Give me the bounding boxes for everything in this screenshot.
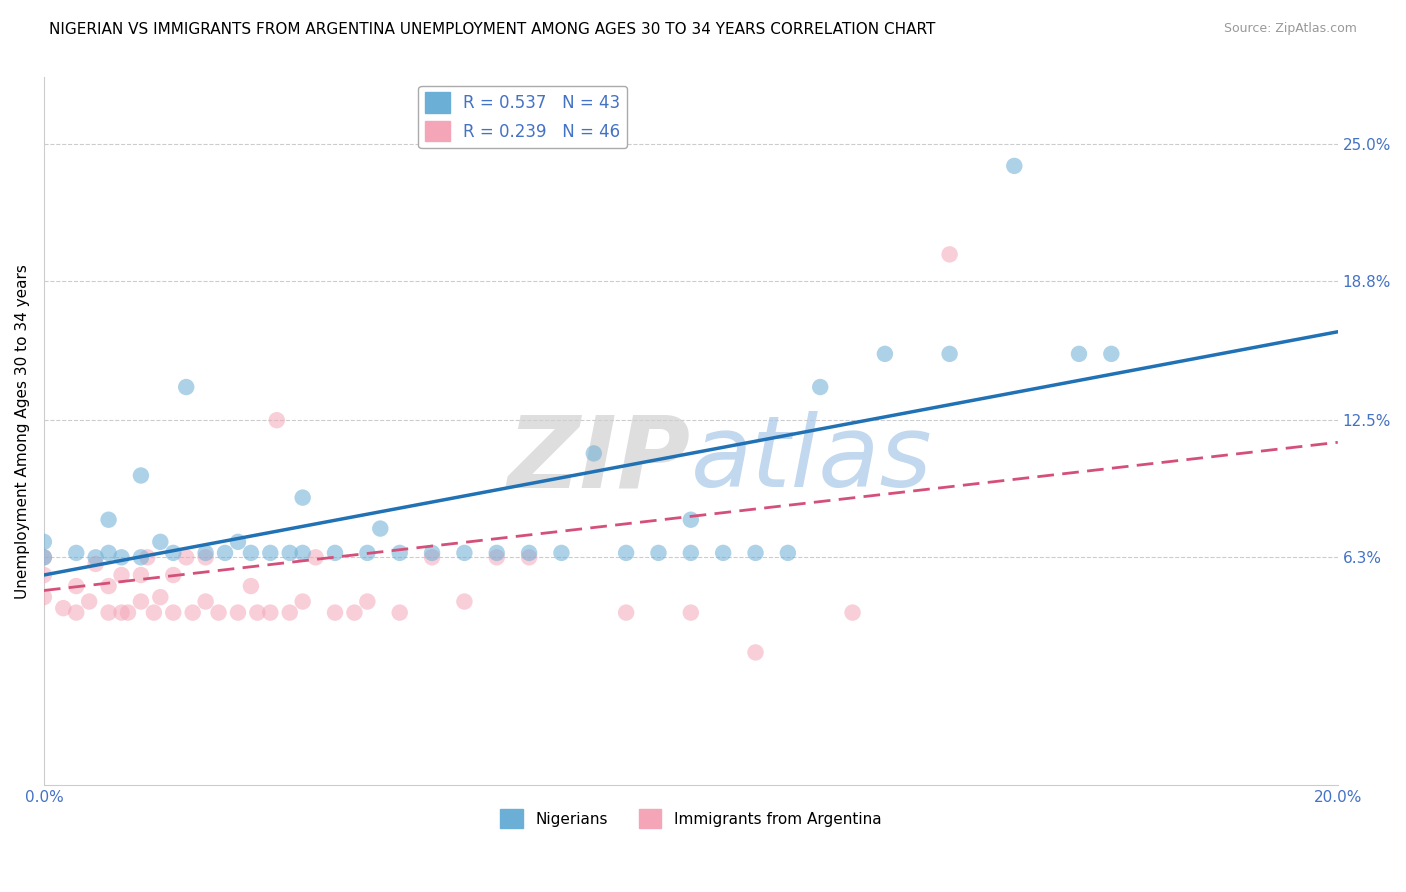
Point: [679, 513, 702, 527]
Point: [808, 380, 831, 394]
Point: [239, 579, 262, 593]
Y-axis label: Unemployment Among Ages 30 to 34 years: Unemployment Among Ages 30 to 34 years: [15, 264, 30, 599]
Point: [485, 546, 508, 560]
Point: [873, 347, 896, 361]
Text: atlas: atlas: [690, 411, 932, 508]
Point: [110, 550, 132, 565]
Point: [420, 550, 443, 565]
Point: [97, 546, 120, 560]
Point: [679, 606, 702, 620]
Point: [278, 546, 301, 560]
Point: [32, 550, 55, 565]
Point: [207, 606, 229, 620]
Point: [142, 606, 165, 620]
Point: [174, 550, 197, 565]
Point: [266, 413, 288, 427]
Point: [938, 347, 960, 361]
Point: [84, 550, 107, 565]
Text: ZIP: ZIP: [508, 411, 690, 508]
Point: [1002, 159, 1025, 173]
Point: [614, 546, 637, 560]
Point: [368, 522, 391, 536]
Point: [174, 380, 197, 394]
Point: [485, 550, 508, 565]
Point: [744, 645, 766, 659]
Point: [110, 568, 132, 582]
Point: [162, 546, 184, 560]
Point: [841, 606, 863, 620]
Point: [129, 550, 152, 565]
Point: [388, 606, 411, 620]
Point: [149, 590, 172, 604]
Text: NIGERIAN VS IMMIGRANTS FROM ARGENTINA UNEMPLOYMENT AMONG AGES 30 TO 34 YEARS COR: NIGERIAN VS IMMIGRANTS FROM ARGENTINA UN…: [49, 22, 935, 37]
Point: [278, 606, 301, 620]
Point: [32, 568, 55, 582]
Point: [129, 468, 152, 483]
Point: [259, 546, 281, 560]
Point: [291, 594, 314, 608]
Point: [246, 606, 269, 620]
Point: [938, 247, 960, 261]
Point: [343, 606, 366, 620]
Point: [323, 606, 346, 620]
Point: [239, 546, 262, 560]
Point: [517, 546, 540, 560]
Point: [162, 568, 184, 582]
Point: [117, 606, 139, 620]
Point: [32, 534, 55, 549]
Point: [614, 606, 637, 620]
Point: [84, 557, 107, 571]
Point: [194, 550, 217, 565]
Point: [214, 546, 236, 560]
Point: [1067, 347, 1090, 361]
Point: [65, 606, 87, 620]
Point: [52, 601, 75, 615]
Point: [323, 546, 346, 560]
Point: [679, 546, 702, 560]
Point: [97, 579, 120, 593]
Point: [647, 546, 669, 560]
Point: [162, 606, 184, 620]
Legend: Nigerians, Immigrants from Argentina: Nigerians, Immigrants from Argentina: [495, 803, 887, 834]
Point: [226, 606, 249, 620]
Point: [194, 594, 217, 608]
Point: [149, 534, 172, 549]
Point: [65, 579, 87, 593]
Point: [453, 546, 475, 560]
Point: [129, 594, 152, 608]
Point: [1099, 347, 1122, 361]
Point: [226, 534, 249, 549]
Point: [582, 446, 605, 460]
Point: [32, 590, 55, 604]
Point: [550, 546, 572, 560]
Point: [259, 606, 281, 620]
Point: [97, 513, 120, 527]
Text: Source: ZipAtlas.com: Source: ZipAtlas.com: [1223, 22, 1357, 36]
Point: [776, 546, 799, 560]
Point: [181, 606, 204, 620]
Point: [291, 491, 314, 505]
Point: [517, 550, 540, 565]
Point: [744, 546, 766, 560]
Point: [356, 594, 378, 608]
Point: [65, 546, 87, 560]
Point: [194, 546, 217, 560]
Point: [420, 546, 443, 560]
Point: [453, 594, 475, 608]
Point: [129, 568, 152, 582]
Point: [136, 550, 159, 565]
Point: [32, 550, 55, 565]
Point: [304, 550, 326, 565]
Point: [77, 594, 100, 608]
Point: [291, 546, 314, 560]
Point: [97, 606, 120, 620]
Point: [388, 546, 411, 560]
Point: [110, 606, 132, 620]
Point: [356, 546, 378, 560]
Point: [711, 546, 734, 560]
